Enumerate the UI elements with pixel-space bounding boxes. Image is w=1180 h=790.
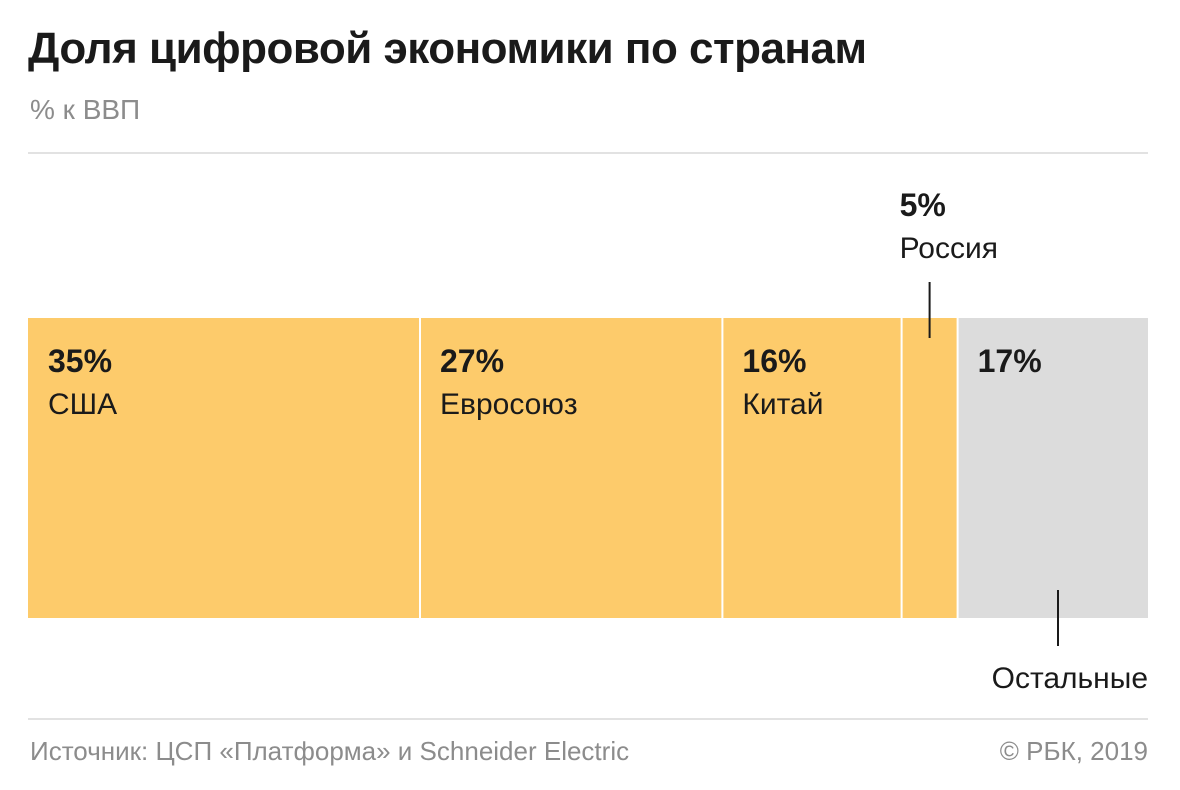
- bar-segment-0: [28, 318, 420, 618]
- category-label-segment-3: Россия: [900, 232, 998, 265]
- value-label-segment-1: 27%: [440, 343, 504, 379]
- chart-subtitle: % к ВВП: [30, 94, 141, 125]
- bottom-divider: [28, 718, 1148, 720]
- bar-segment-1: [420, 318, 723, 618]
- bar-segment-4: [957, 318, 1148, 618]
- category-label-segment-0: США: [48, 388, 117, 421]
- category-label-segment-2: Китай: [742, 388, 823, 421]
- value-label-segment-2: 16%: [742, 343, 806, 379]
- value-label-segment-3: 5%: [900, 187, 946, 223]
- category-label-segment-4: Остальные: [992, 662, 1148, 695]
- chart-title: Доля цифровой экономики по странам: [28, 24, 867, 73]
- copyright-note: © РБК, 2019: [999, 736, 1148, 766]
- bar-segment-3: [901, 318, 958, 618]
- value-label-segment-4: 17%: [978, 343, 1042, 379]
- bar-segment-2: [722, 318, 902, 618]
- value-label-segment-0: 35%: [48, 343, 112, 379]
- source-note: Источник: ЦСП «Платформа» и Schneider El…: [30, 736, 630, 766]
- top-divider: [28, 152, 1148, 154]
- category-label-segment-1: Евросоюз: [440, 388, 578, 421]
